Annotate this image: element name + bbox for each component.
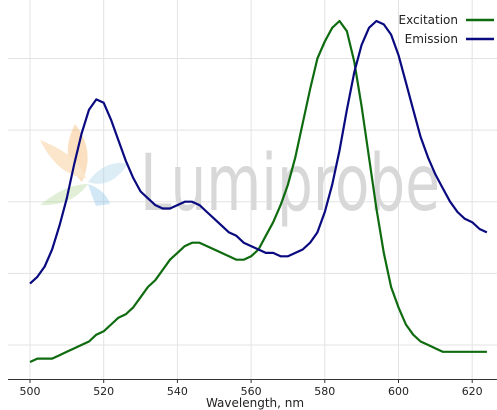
x-tick-label: 540 [167, 385, 188, 398]
x-tick-label: 560 [241, 385, 262, 398]
x-tick-label: 500 [20, 385, 41, 398]
x-axis-ticks: 500 520 540 560 580 600 620 [20, 379, 483, 398]
watermark-logo: Lumiprobe [40, 124, 440, 229]
legend-label-excitation: Excitation [399, 13, 458, 27]
grid-lines [8, 0, 497, 379]
legend: Excitation Emission [399, 13, 494, 46]
x-tick-label: 520 [93, 385, 114, 398]
x-tick-label: 580 [314, 385, 335, 398]
emission-line [29, 19, 488, 285]
x-axis-label: Wavelength, nm [206, 396, 304, 410]
x-tick-label: 620 [462, 385, 483, 398]
watermark-text: Lumiprobe [140, 139, 440, 229]
x-tick-label: 600 [388, 385, 409, 398]
series-lines [29, 19, 488, 363]
legend-label-emission: Emission [405, 32, 458, 46]
